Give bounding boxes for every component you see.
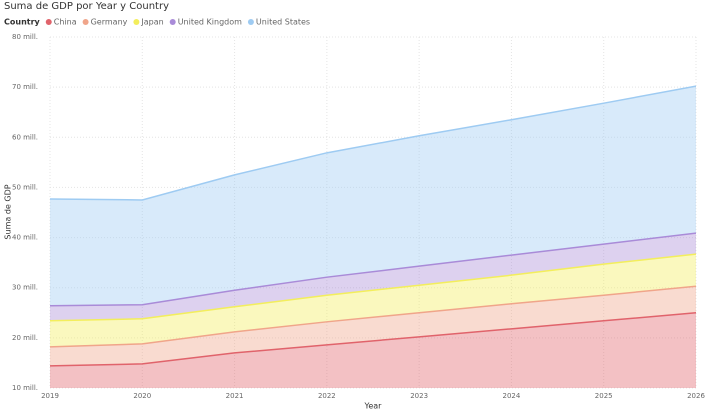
x-tick-label: 2023 <box>410 392 428 400</box>
area-fill <box>50 254 696 347</box>
legend-label: Germany <box>91 18 128 27</box>
chart-title: Suma de GDP por Year y Country <box>4 1 169 12</box>
area-fill <box>50 286 696 366</box>
legend-label: United States <box>256 18 310 27</box>
area-fill <box>50 233 696 321</box>
y-tick-label: 20 mill. <box>12 334 38 342</box>
legend-marker <box>82 19 89 25</box>
y-tick-label: 80 mill. <box>12 33 38 41</box>
y-axis-title: Suma de GDP <box>4 184 13 239</box>
y-tick-label: 10 mill. <box>12 384 38 392</box>
area-line <box>50 85 696 201</box>
x-tick-label: 2024 <box>503 392 521 400</box>
legend-marker <box>133 19 140 25</box>
area-fill <box>50 86 696 306</box>
y-tick-label: 40 mill. <box>12 234 38 242</box>
plot-area <box>50 85 696 388</box>
x-tick-label: 2020 <box>133 392 151 400</box>
x-tick-label: 2019 <box>41 392 59 400</box>
y-tick-label: 30 mill. <box>12 284 38 292</box>
area-line <box>50 285 696 348</box>
area-line <box>50 232 696 307</box>
x-axis-title: Year <box>364 402 383 411</box>
y-tick-label: 50 mill. <box>12 183 38 191</box>
legend-label: United Kingdom <box>178 18 242 27</box>
x-tick-label: 2021 <box>226 392 244 400</box>
legend-label: Japan <box>140 18 163 27</box>
x-tick-label: 2026 <box>687 392 705 400</box>
x-tick-label: 2025 <box>595 392 613 400</box>
legend-marker <box>247 19 254 25</box>
legend-label: China <box>54 18 77 27</box>
legend-marker <box>169 19 176 25</box>
area-line <box>50 312 696 367</box>
y-tick-label: 70 mill. <box>12 83 38 91</box>
area-fill <box>50 312 696 388</box>
area-line <box>50 253 696 322</box>
y-tick-label: 60 mill. <box>12 133 38 141</box>
x-tick-label: 2022 <box>318 392 336 400</box>
legend-marker <box>45 19 52 25</box>
legend-title: Country <box>4 18 41 27</box>
